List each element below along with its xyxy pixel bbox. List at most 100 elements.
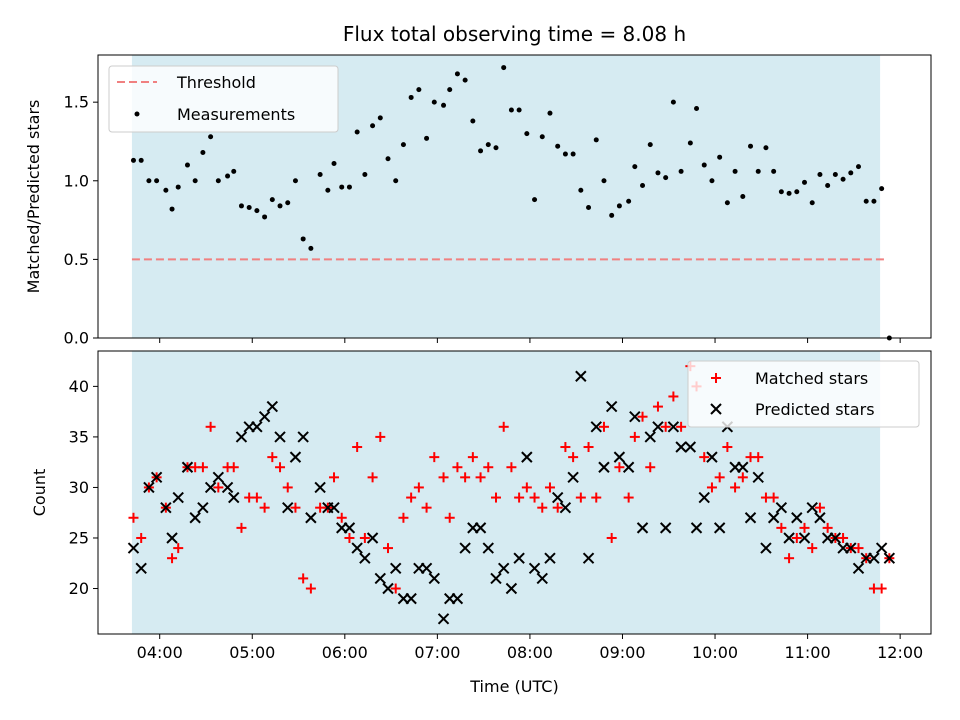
measurement-point <box>231 168 237 174</box>
predicted-star-point <box>829 532 842 544</box>
ratio-y-axis-label: Matched/Predicted stars <box>24 100 43 294</box>
predicted-star-point <box>228 491 240 504</box>
predicted-star-point <box>150 471 163 484</box>
measurement-point <box>269 197 275 203</box>
predicted-star-point <box>667 421 680 433</box>
x-tick-label: 08:00 <box>507 643 553 662</box>
matched-star-point <box>876 583 887 594</box>
measurement-point <box>848 170 854 176</box>
predicted-star-point <box>266 400 279 413</box>
measurement-point <box>755 168 761 174</box>
predicted-star-point <box>644 431 656 443</box>
matched-star-point <box>259 502 270 513</box>
measurement-point <box>285 200 291 206</box>
matched-star-point <box>560 442 571 453</box>
measurement-point <box>163 187 169 193</box>
predicted-star-point <box>289 451 302 463</box>
measurement-point <box>478 148 484 154</box>
measurement-point <box>493 145 499 151</box>
measurement-point <box>748 143 754 149</box>
matched-star-point <box>506 462 517 473</box>
measurement-point <box>794 189 800 195</box>
count-axes-frame <box>97 350 932 635</box>
measurement-point <box>871 198 877 204</box>
matched-star-point <box>305 583 316 594</box>
measurement-point <box>169 206 175 212</box>
predicted-star-point <box>814 512 826 524</box>
measurement-point <box>709 178 715 184</box>
matched-star-point <box>282 482 293 493</box>
x-tick-label: 10:00 <box>692 643 738 662</box>
predicted-star-point <box>189 512 201 524</box>
predicted-star-point <box>783 532 795 544</box>
matched-star-point <box>467 452 478 463</box>
predicted-star-point <box>366 532 379 544</box>
x-tick-label: 09:00 <box>599 643 645 662</box>
matched-star-point <box>598 421 609 432</box>
matched-star-point <box>344 532 355 543</box>
matched-star-point <box>568 452 579 463</box>
predicted-star-point <box>528 562 541 575</box>
x-tick-label: 05:00 <box>229 643 275 662</box>
predicted-star-point <box>659 522 672 534</box>
measurement-point <box>200 149 206 155</box>
matched-star-point <box>737 472 748 483</box>
matched-star-point <box>236 522 247 533</box>
predicted-star-point <box>497 562 510 575</box>
matched-star-point <box>676 421 687 432</box>
predicted-star-point <box>221 481 234 494</box>
matched-star-point <box>722 442 733 453</box>
matched-star-point <box>591 492 602 503</box>
matched-star-point <box>784 553 795 564</box>
predicted-star-point <box>305 512 317 524</box>
matched-star-point <box>228 462 239 473</box>
matched-star-point <box>575 492 586 503</box>
ratio-y-tick-label: 0.5 <box>64 250 89 269</box>
predicted-star-point <box>767 512 780 524</box>
predicted-star-point <box>875 542 888 554</box>
matched-star-point <box>406 492 417 503</box>
predicted-star-point <box>567 471 579 484</box>
matched-star-point <box>776 522 787 533</box>
measurement-point <box>701 162 707 168</box>
predicted-star-point <box>314 481 326 494</box>
predicted-star-point <box>143 481 155 494</box>
measurement-point <box>354 129 360 135</box>
legend-measurements-swatch <box>134 111 140 117</box>
predicted-star-point <box>160 501 172 514</box>
matched-star-point <box>629 431 640 442</box>
predicted-star-point <box>251 421 263 433</box>
matched-star-point <box>298 573 309 584</box>
matched-star-point <box>173 543 184 554</box>
ratio-axes-frame <box>97 54 932 339</box>
predicted-star-point <box>459 542 471 554</box>
measurement-point <box>609 212 615 218</box>
matched-star-point <box>213 482 224 493</box>
legend-threshold-label: Threshold <box>176 73 256 92</box>
matched-star-point <box>552 502 563 513</box>
predicted-star-point <box>598 461 610 473</box>
measurement-point <box>431 99 437 105</box>
ratio-panel: 0.0 0.5 1.0 1.5 Flux total observing time =… <box>24 22 932 348</box>
measurement-point <box>454 71 460 77</box>
matched-star-point <box>452 462 463 473</box>
predicted-star-point <box>883 552 896 564</box>
measurement-point <box>640 182 646 188</box>
predicted-star-point <box>652 421 664 433</box>
matched-star-point <box>822 522 833 533</box>
predicted-star-point <box>690 522 703 534</box>
predicted-star-point <box>760 542 772 554</box>
measurement-point <box>377 115 383 121</box>
measurement-point <box>441 102 447 108</box>
matched-star-point <box>623 492 634 503</box>
measurement-point <box>670 99 676 105</box>
predicted-star-point <box>684 441 697 453</box>
predicted-star-point <box>521 451 533 463</box>
predicted-star-point <box>791 512 803 524</box>
matched-star-point <box>336 512 347 523</box>
measurement-point <box>308 245 314 251</box>
matched-star-point <box>429 452 440 463</box>
predicted-star-point <box>328 501 340 514</box>
count-y-tick-label: 40 <box>69 377 89 396</box>
predicted-star-point <box>852 562 865 575</box>
